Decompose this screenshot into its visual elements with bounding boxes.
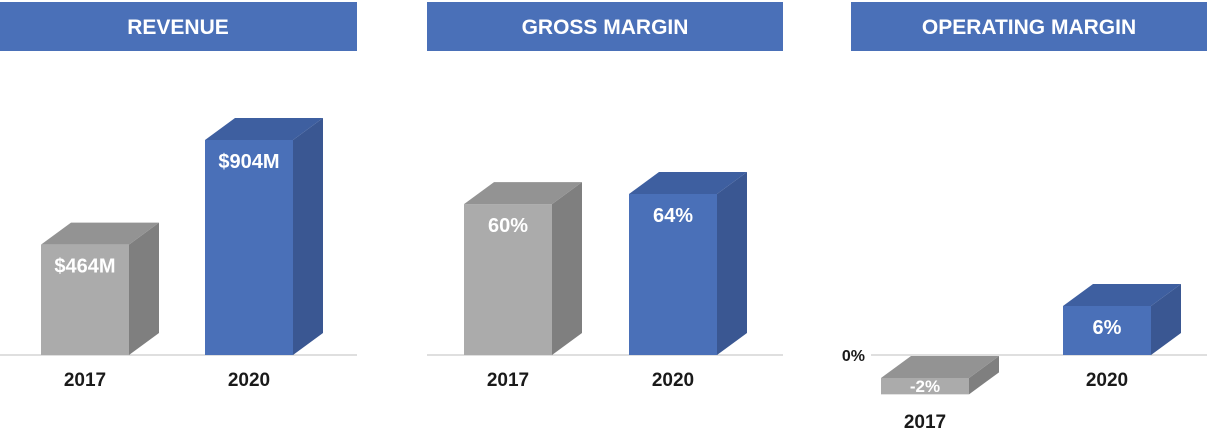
operating-margin-category-2020: 2020 [1086,370,1128,391]
revenue-bar-2017-side [129,222,159,355]
operating-margin-category-2017: 2017 [904,412,946,433]
gross-margin-bar-2020-front [629,194,717,355]
operating-margin-header [851,2,1207,51]
gross-margin-title: GROSS MARGIN [522,16,689,39]
gross-margin-bar-2020-side [717,172,747,355]
operating-margin-bar-2017: -2% [881,356,999,396]
operating-margin-panel: OPERATING MARGIN 0% -2% 6% 2017 2020 [842,2,1207,433]
gross-margin-panel: GROSS MARGIN 60% 64% 2017 2020 [427,2,783,391]
gross-margin-bar-2017-side [552,182,582,355]
revenue-value-2017: $464M [54,256,115,278]
revenue-category-2020: 2020 [228,370,270,391]
gross-margin-category-2017: 2017 [487,370,529,391]
operating-margin-value-2017: -2% [910,377,940,396]
revenue-value-2020: $904M [218,151,279,173]
revenue-bar-2020-front [205,140,293,355]
revenue-bar-2017-top [41,222,159,245]
operating-margin-title: OPERATING MARGIN [922,16,1136,39]
gross-margin-bar-2017-top [464,182,582,205]
operating-margin-bar-2017-side [969,356,999,395]
revenue-bar-2017-front [41,244,129,355]
revenue-header [0,2,357,51]
gross-margin-bar-2020-top [629,172,747,194]
revenue-bar-2020-top [205,118,323,140]
revenue-bar-2020: $904M [205,118,323,355]
revenue-bar-2020-side [293,118,323,355]
operating-margin-bar-2020: 6% [1063,284,1181,355]
gross-margin-bar-2017: 60% [464,182,582,355]
gross-margin-bar-2020: 64% [629,172,747,355]
revenue-panel: REVENUE $464M $904M 2017 2020 [0,2,357,391]
revenue-bar-2017: $464M [41,222,159,355]
operating-margin-bar-2017-front [881,378,969,395]
operating-margin-bar-2017-top [881,356,999,378]
gross-margin-category-2020: 2020 [652,370,694,391]
operating-margin-bar-2020-front [1063,306,1151,355]
revenue-title: REVENUE [127,16,229,39]
gross-margin-bar-2017-front [464,204,552,355]
gross-margin-header [427,2,783,51]
operating-margin-bar-2020-top [1063,284,1181,306]
revenue-category-2017: 2017 [64,370,106,391]
gross-margin-value-2017: 60% [488,215,528,237]
gross-margin-value-2020: 64% [653,205,693,227]
operating-margin-zero-label: 0% [842,348,865,365]
operating-margin-value-2020: 6% [1093,317,1122,339]
operating-margin-bar-2020-side [1151,284,1181,355]
